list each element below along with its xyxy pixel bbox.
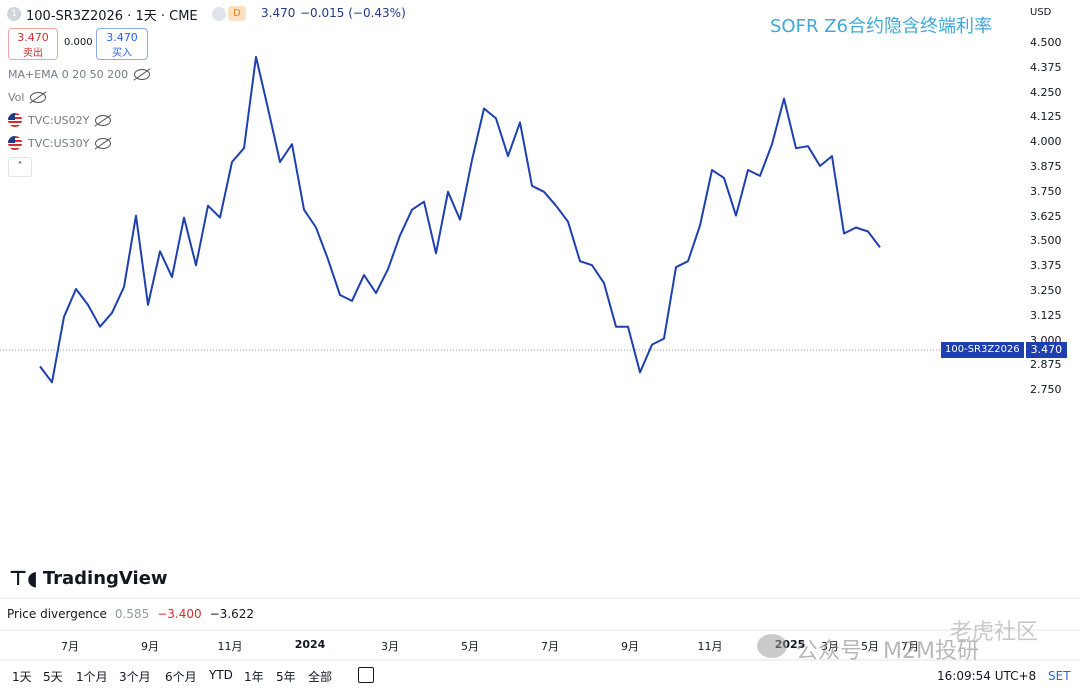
timeframe-button[interactable]: 1个月 <box>76 670 108 684</box>
indicator-ma-label: MA+EMA 0 20 50 200 <box>8 68 129 81</box>
buy-label: 买入 <box>112 48 132 59</box>
currency-label: USD <box>1030 7 1052 18</box>
divergence-row: Price divergence 0.585 −3.400 −3.622 <box>7 607 254 621</box>
y-tick-label: 3.875 <box>1030 160 1062 173</box>
market-status-dot <box>212 7 226 21</box>
y-tick-label: 4.000 <box>1030 135 1062 149</box>
overlay-title: SOFR Z6合约隐含终端利率 <box>770 16 992 37</box>
collapse-legend-button[interactable]: ˄ <box>8 157 32 177</box>
divergence-value-1: 0.585 <box>114 607 150 621</box>
price-label-symbol: 100-SR3Z2026 <box>941 342 1024 358</box>
buy-button[interactable]: 3.470 买入 <box>96 28 148 60</box>
tradingview-logo[interactable]: ⊤◖ TradingView <box>9 566 168 590</box>
symbol-info[interactable]: 100-SR3Z2026 · 1天 · CME <box>26 9 198 24</box>
tradingview-logo-icon: ⊤◖ <box>9 566 38 590</box>
indicator-ma-row[interactable]: MA+EMA 0 20 50 200 <box>8 68 151 81</box>
y-tick-label: 4.250 <box>1030 85 1062 99</box>
hide-eye-icon[interactable] <box>95 114 112 126</box>
hide-eye-icon[interactable] <box>95 137 112 149</box>
timeframe-button[interactable]: YTD <box>209 668 233 682</box>
tradingview-logo-text: TradingView <box>42 567 168 589</box>
timeframe-button[interactable]: 5年 <box>276 670 296 684</box>
compare-label-1: TVC:US02Y <box>28 113 90 127</box>
us-flag-icon <box>8 136 22 150</box>
compare-row-1[interactable]: TVC:US02Y <box>8 113 112 127</box>
watermark-text-2: 老虎社区 <box>950 620 1039 645</box>
y-tick-label: 3.250 <box>1030 284 1062 297</box>
buy-price: 3.470 <box>106 31 138 44</box>
x-tick-label: 9月 <box>621 640 639 653</box>
divergence-label: Price divergence <box>7 607 107 621</box>
x-tick-label: 7月 <box>61 640 79 653</box>
x-tick-label: 2024 <box>294 638 326 651</box>
sell-price: 3.470 <box>17 31 49 44</box>
y-tick-label: 3.125 <box>1030 308 1062 322</box>
x-tick-label: 5月 <box>861 640 879 653</box>
clock: 16:09:54 UTC+8 <box>937 669 1037 683</box>
timeframe-button[interactable]: 3个月 <box>119 670 151 684</box>
x-tick-label: 7月 <box>901 640 919 653</box>
header-price: 3.470 <box>261 6 296 20</box>
price-label-box: 100-SR3Z2026 3.470 <box>941 342 1068 358</box>
timeframe-button[interactable]: 1天 <box>12 670 32 684</box>
x-tick-label: 11月 <box>217 640 243 653</box>
timeframe-button[interactable]: 1年 <box>244 670 264 684</box>
hide-eye-icon[interactable] <box>134 69 151 80</box>
daily-badge: D <box>228 6 246 21</box>
y-tick-label: 2.750 <box>1030 383 1062 397</box>
x-tick-label: 3月 <box>821 640 839 653</box>
y-tick-label: 3.750 <box>1030 184 1062 198</box>
y-tick-label: 4.500 <box>1030 36 1062 49</box>
divergence-value-3: −3.622 <box>209 607 255 621</box>
price-series-line <box>39 55 881 384</box>
price-label-value: 3.470 <box>1025 342 1068 358</box>
x-tick-label: 3月 <box>381 640 399 653</box>
sell-label: 卖出 <box>23 48 43 59</box>
y-tick-label: 2.875 <box>1030 358 1062 372</box>
y-tick-label: 3.625 <box>1030 209 1062 223</box>
x-tick-label: 11月 <box>697 640 723 653</box>
header-change: −0.015 (−0.43%) <box>300 6 406 20</box>
y-tick-label: 4.125 <box>1030 110 1062 124</box>
x-tick-label: 7月 <box>541 640 559 653</box>
date-range-icon[interactable] <box>358 667 374 683</box>
divergence-value-2: −3.400 <box>157 607 202 621</box>
compare-row-2[interactable]: TVC:US30Y <box>8 136 112 150</box>
spread-value: 0.000 <box>64 37 93 48</box>
timeframe-button[interactable]: 5天 <box>43 670 63 684</box>
y-tick-label: 3.375 <box>1030 259 1062 273</box>
sell-button[interactable]: 3.470 卖出 <box>8 28 58 60</box>
timeframe-button[interactable]: 全部 <box>308 670 333 684</box>
x-tick-label: 5月 <box>461 640 479 653</box>
us-flag-icon <box>8 113 22 127</box>
symbol-icon[interactable]: 1 <box>7 7 21 21</box>
wechat-icon <box>757 634 787 658</box>
y-tick-label: 4.375 <box>1030 60 1062 74</box>
hide-eye-icon[interactable] <box>30 92 47 103</box>
watermark-text: 公众号 · M2M投研 <box>796 639 979 664</box>
session-button[interactable]: SET <box>1048 669 1071 683</box>
y-tick-label: 3.500 <box>1030 234 1062 248</box>
compare-label-2: TVC:US30Y <box>28 136 90 150</box>
indicator-vol-label: Vol <box>8 91 25 104</box>
timeframe-button[interactable]: 6个月 <box>165 670 197 684</box>
x-tick-label: 9月 <box>141 640 159 653</box>
indicator-vol-row[interactable]: Vol <box>8 91 47 104</box>
